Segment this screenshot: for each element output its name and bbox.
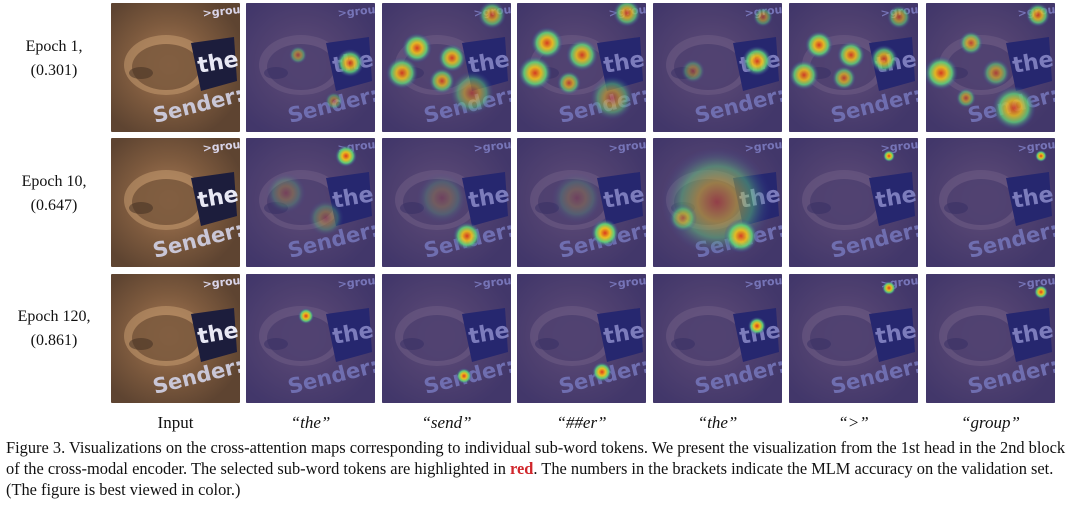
row-label-epoch-120: Epoch 120, (0.861) bbox=[0, 305, 108, 353]
input-image: >group the Sender: bbox=[111, 3, 240, 132]
row-label-accuracy: (0.861) bbox=[30, 332, 78, 349]
row-label-epoch: Epoch 1, bbox=[25, 38, 83, 55]
col-label-token-the-2: “the” bbox=[697, 413, 738, 432]
row-label-epoch-10: Epoch 10, (0.647) bbox=[0, 170, 108, 218]
col-label-token-gt: “>” bbox=[838, 413, 869, 432]
row-label-epoch: Epoch 120, bbox=[17, 308, 91, 325]
input-image-text-top: >group bbox=[202, 138, 240, 155]
row-label-accuracy: (0.301) bbox=[30, 62, 78, 79]
figure-caption: Figure 3. Visualizations on the cross-at… bbox=[6, 437, 1076, 500]
input-image-text-top: >group bbox=[202, 274, 240, 291]
row-label-epoch: Epoch 10, bbox=[21, 173, 87, 190]
col-label-token-group: “group” bbox=[961, 413, 1020, 432]
row-label-epoch-1: Epoch 1, (0.301) bbox=[0, 35, 108, 83]
col-label-token-the: “the” bbox=[290, 413, 331, 432]
col-label-input: Input bbox=[157, 413, 194, 432]
input-image: >group the Sender: bbox=[111, 138, 240, 267]
caption-text-end: . The numbers in the brackets indicate t… bbox=[6, 459, 1054, 499]
caption-highlight: red bbox=[510, 459, 534, 478]
input-image: >group the Sender: bbox=[111, 274, 240, 403]
col-label-token-er: “##er” bbox=[556, 413, 607, 432]
caption-text: Figure 3. Visualizations on the cross-at… bbox=[6, 438, 1066, 478]
input-image-text-top: >group bbox=[202, 3, 240, 20]
col-label-token-send: “send” bbox=[421, 413, 472, 432]
row-label-accuracy: (0.647) bbox=[30, 197, 78, 214]
